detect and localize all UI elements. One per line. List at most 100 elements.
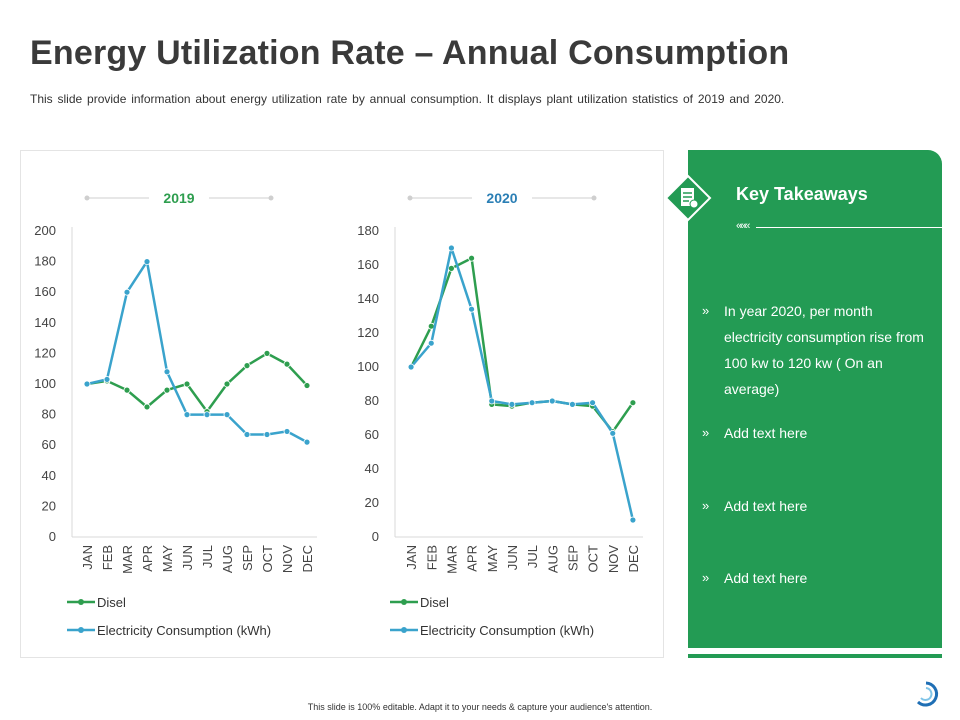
- data-point-electricity: [427, 339, 435, 347]
- data-point-disel: [303, 382, 311, 389]
- title-rule-dot: [268, 195, 274, 201]
- y-tick-label: 80: [365, 393, 379, 408]
- data-point-disel: [223, 380, 231, 388]
- y-tick-label: 40: [42, 468, 56, 483]
- legend-marker: [401, 599, 407, 605]
- legend-label: Disel: [420, 595, 449, 610]
- data-point-electricity: [263, 431, 271, 438]
- x-tick-label: NOV: [280, 545, 295, 574]
- data-point-electricity: [548, 397, 556, 405]
- page-title: Energy Utilization Rate – Annual Consump…: [30, 34, 790, 72]
- x-tick-label: JUL: [525, 545, 540, 568]
- legend-label: Disel: [97, 595, 126, 610]
- data-point-electricity: [203, 411, 211, 419]
- takeaway-text: Add text here: [724, 425, 808, 441]
- arrows-decoration: «««: [736, 220, 750, 232]
- legend-label: Electricity Consumption (kWh): [97, 623, 271, 638]
- data-point-disel: [629, 399, 637, 407]
- data-point-disel: [183, 380, 191, 388]
- legend-label: Electricity Consumption (kWh): [420, 623, 594, 638]
- y-tick-label: 60: [42, 437, 56, 452]
- data-point-disel: [163, 386, 171, 394]
- x-tick-label: MAR: [444, 545, 459, 574]
- data-point-electricity: [488, 397, 496, 405]
- x-tick-label: NOV: [606, 545, 621, 574]
- y-tick-label: 80: [42, 407, 56, 422]
- y-tick-label: 120: [357, 325, 379, 340]
- charts-panel: 2019 0 20 40 60 80 100 120 140 160 180 200 JAN FEB MAR…: [20, 150, 664, 658]
- x-tick-label: MAR: [120, 545, 135, 574]
- y-tick-label: 60: [365, 427, 379, 442]
- x-tick-label: SEP: [565, 545, 580, 571]
- data-point-disel: [263, 349, 271, 357]
- y-tick-label: 0: [372, 529, 379, 544]
- footer-note: This slide is 100% editable. Adapt it to…: [307, 702, 653, 712]
- document-icon: [664, 174, 712, 222]
- key-takeaways-panel: Key Takeaways ««« » In year 2020, per mo…: [664, 150, 946, 648]
- data-point-electricity: [103, 376, 111, 383]
- data-point-electricity: [589, 399, 596, 407]
- bullet-mark-icon: »: [702, 425, 710, 440]
- x-tick-label: AUG: [220, 545, 235, 573]
- takeaway-text: Add text here: [724, 498, 808, 514]
- y-tick-label: 200: [34, 223, 56, 238]
- data-point-disel: [143, 403, 151, 411]
- y-tick-label: 20: [42, 498, 56, 513]
- data-point-disel: [283, 360, 291, 368]
- y-tick-label: 40: [365, 461, 379, 476]
- y-tick-label: 0: [49, 529, 56, 544]
- data-point-electricity: [528, 399, 536, 407]
- key-takeaways-title: Key Takeaways: [736, 184, 868, 204]
- title-rule-dot: [591, 195, 597, 201]
- bullet-mark-icon: »: [702, 498, 710, 513]
- x-tick-label: OCT: [260, 545, 275, 573]
- data-point-disel: [448, 265, 455, 272]
- x-tick-label: JUL: [200, 545, 215, 568]
- series-line-electricity: [86, 260, 308, 444]
- series-line-electricity: [410, 246, 635, 521]
- x-tick-label: JAN: [80, 545, 95, 570]
- data-point-electricity: [508, 400, 516, 408]
- x-tick-label: APR: [465, 545, 480, 572]
- chart-title: 2020: [486, 190, 517, 206]
- y-tick-label: 20: [365, 495, 379, 510]
- legend-marker: [78, 599, 84, 605]
- chart-title: 2019: [163, 190, 194, 206]
- x-tick-label: OCT: [586, 545, 601, 573]
- y-tick-label: 140: [34, 315, 56, 330]
- bullet-mark-icon: »: [702, 303, 710, 318]
- brand-logo-icon: [916, 681, 939, 707]
- x-tick-label: MAY: [485, 545, 500, 573]
- data-point-disel: [243, 362, 251, 370]
- page-subtitle: This slide provide information about ene…: [30, 92, 785, 106]
- x-tick-label: JUN: [505, 545, 520, 570]
- data-point-electricity: [183, 411, 191, 419]
- data-point-disel: [123, 386, 131, 394]
- data-point-electricity: [569, 400, 576, 408]
- x-tick-label: JAN: [404, 545, 419, 570]
- data-point-electricity: [609, 429, 617, 437]
- x-tick-label: AUG: [545, 545, 560, 573]
- y-tick-label: 180: [357, 223, 379, 238]
- data-point-electricity: [629, 516, 637, 524]
- takeaway-text: Add text here: [724, 570, 808, 586]
- x-tick-label: APR: [140, 545, 155, 572]
- y-tick-label: 160: [34, 284, 56, 299]
- data-point-electricity: [223, 411, 231, 419]
- bullet-mark-icon: »: [702, 570, 710, 585]
- data-point-electricity: [448, 244, 455, 252]
- series-line-disel: [86, 352, 308, 413]
- y-tick-label: 140: [357, 291, 379, 306]
- x-tick-label: FEB: [424, 545, 439, 570]
- y-tick-label: 120: [34, 345, 56, 360]
- data-point-electricity: [143, 258, 151, 265]
- legend-marker: [78, 627, 84, 633]
- x-tick-label: DEC: [300, 545, 315, 572]
- legend-marker: [401, 627, 407, 633]
- data-point-electricity: [468, 305, 475, 313]
- y-tick-label: 100: [357, 359, 379, 374]
- y-tick-label: 180: [34, 254, 56, 269]
- data-point-electricity: [243, 431, 251, 438]
- x-tick-label: DEC: [626, 545, 641, 572]
